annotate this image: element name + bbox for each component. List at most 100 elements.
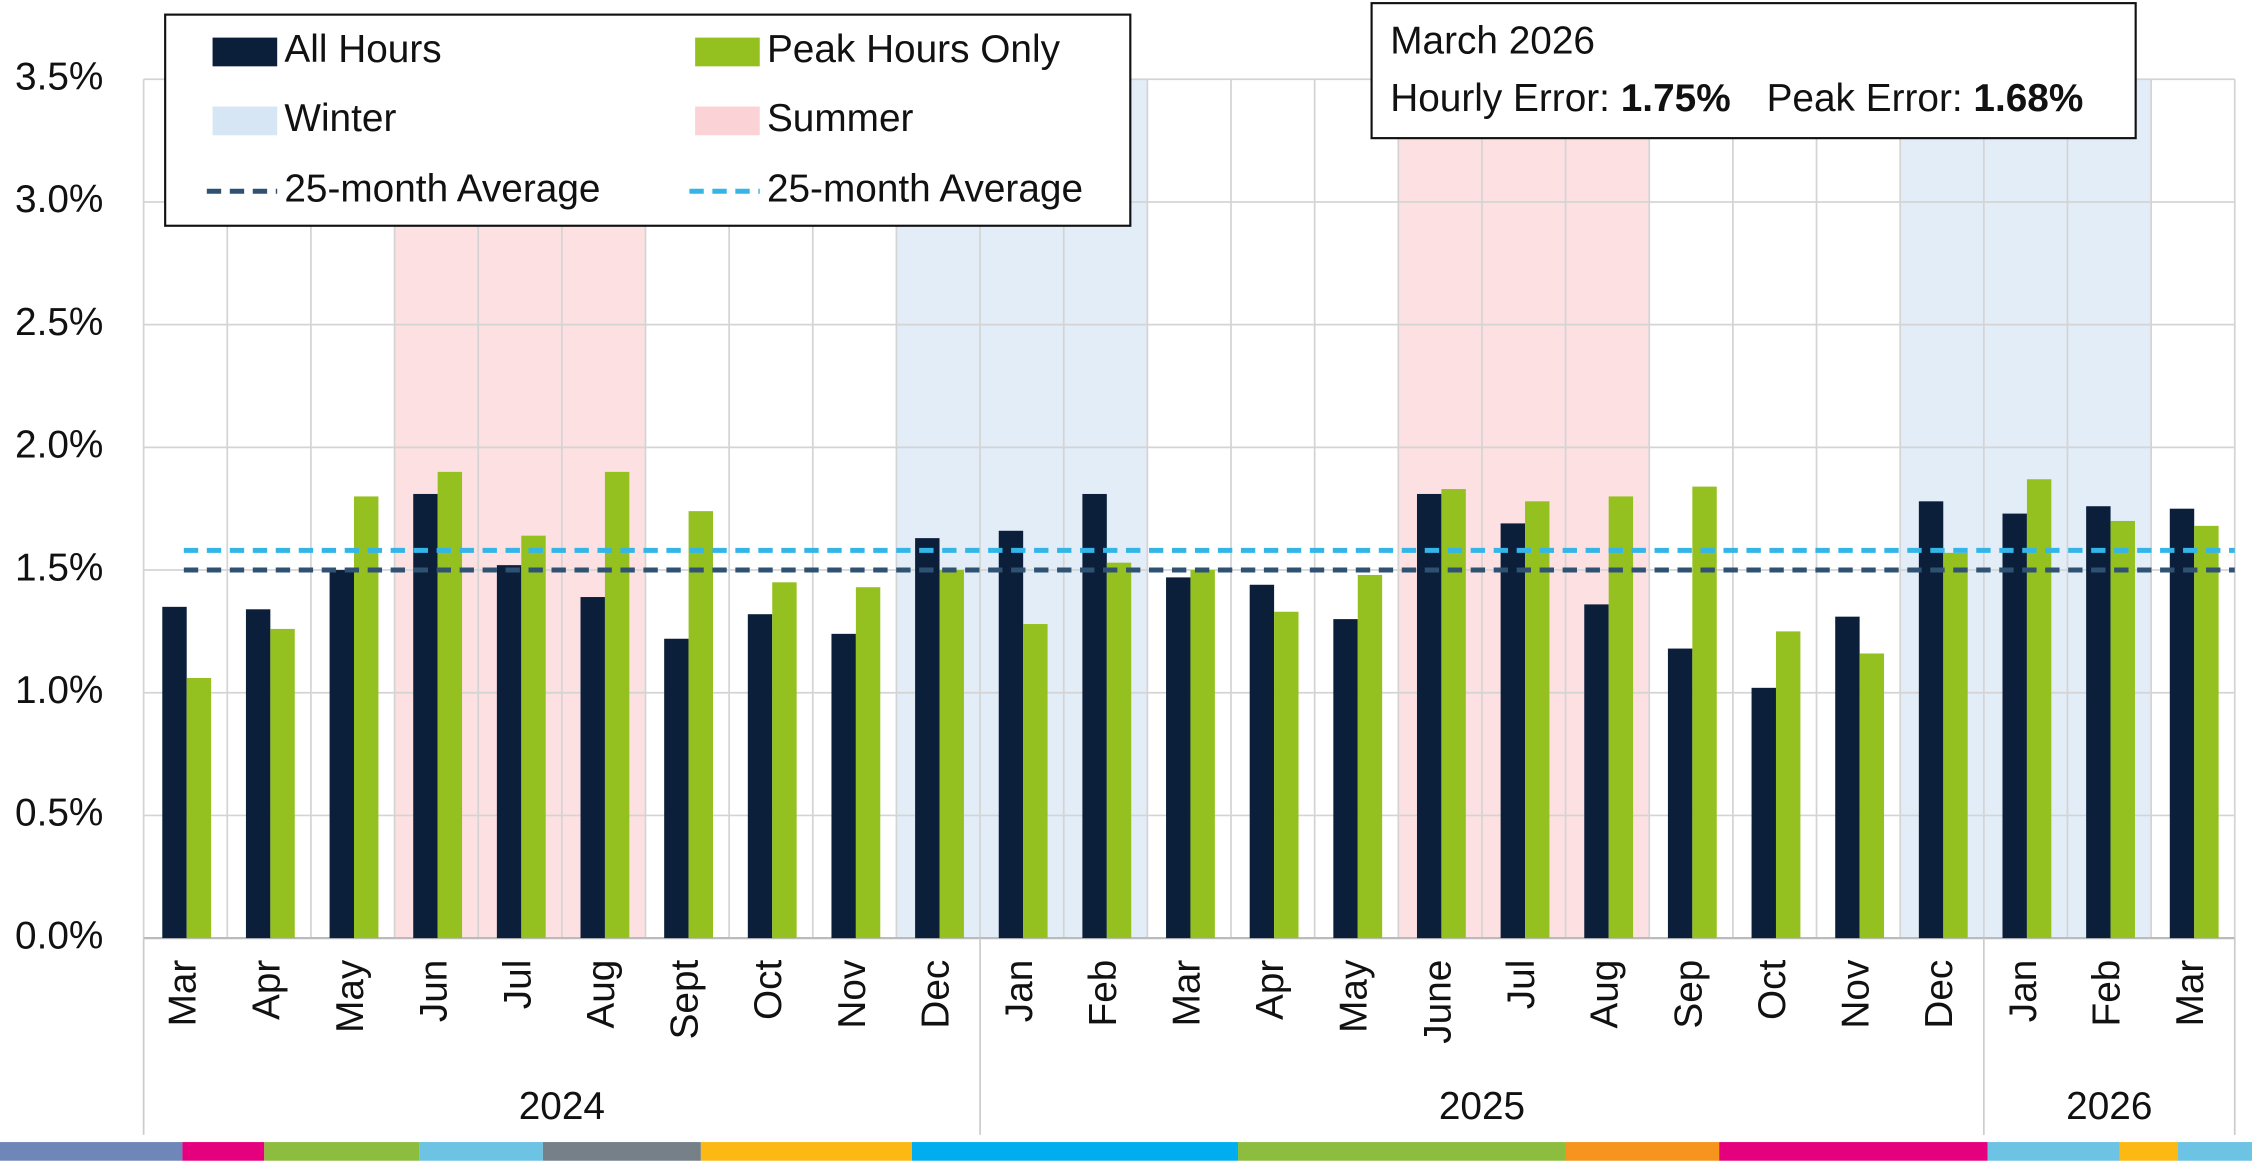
legend-swatch [212, 106, 278, 136]
bar [413, 493, 438, 939]
bar [1751, 687, 1776, 939]
x-tick-label: Apr [1249, 960, 1292, 1020]
y-tick-label: 2.0% [15, 424, 103, 467]
x-tick-label: Jan [998, 960, 1041, 1023]
bar [604, 471, 630, 939]
x-tick-label: Feb [2086, 960, 2129, 1027]
y-tick-label: 3.0% [15, 178, 103, 221]
x-tick-label: Sep [1667, 960, 1710, 1029]
bar [915, 538, 940, 939]
bar [772, 582, 797, 939]
annotation-title: March 2026 [1390, 20, 1595, 63]
annotation-box [1370, 2, 2137, 140]
x-tick-label: Mar [2169, 960, 2212, 1027]
bar [1835, 616, 1860, 939]
y-tick-label: 0.0% [15, 914, 103, 957]
bar [1441, 489, 1466, 939]
plot-foreground: Mar Apr May Jun Jul Aug Sept Oct Nov Dec Jan Feb Mar… [162, 471, 2235, 1044]
annotation: March 2026 Hourly Error: 1.75% Peak Error… [1370, 2, 2137, 140]
bar [245, 609, 271, 939]
bar [1525, 501, 1550, 939]
year-label: 2026 [2066, 1085, 2152, 1128]
strip [1565, 1142, 1720, 1161]
legend-label: 25-month Average [284, 168, 600, 211]
bar [1190, 570, 1215, 939]
bar [998, 530, 1024, 939]
strip [2177, 1142, 2252, 1161]
x-tick-label: Jul [496, 960, 539, 1010]
legend-box [164, 13, 1132, 227]
bar [1775, 631, 1801, 939]
x-tick-label: Sept [664, 959, 707, 1039]
y-tick-label: 1.5% [15, 546, 103, 589]
legend-swatch [695, 106, 760, 136]
bar [1357, 574, 1383, 939]
bar [270, 628, 295, 939]
bar [1249, 584, 1275, 939]
year-label: 2025 [1439, 1085, 1525, 1128]
bar [437, 471, 463, 939]
x-tick-label: Mar [162, 960, 205, 1027]
bar [1918, 501, 1944, 939]
strip [1987, 1142, 2120, 1161]
bar [1500, 523, 1526, 939]
bar [2026, 479, 2052, 939]
color-strip [0, 1142, 2252, 1161]
bar [1667, 648, 1693, 939]
x-tick-label: Apr [245, 960, 288, 1020]
bar [747, 614, 773, 939]
bar [354, 496, 379, 939]
bar [939, 570, 964, 939]
x-tick-label: Dec [1918, 960, 1961, 1029]
x-tick-label: Nov [1835, 959, 1878, 1029]
legend-label: All Hours [284, 28, 441, 71]
strip [264, 1142, 420, 1161]
x-tick-label: Mar [1165, 960, 1208, 1027]
strip [912, 1142, 1239, 1161]
strip [1719, 1142, 1988, 1161]
x-tick-label: Oct [1751, 959, 1794, 1020]
peak-value: 1.68% [1973, 77, 2083, 120]
bar [1082, 493, 1107, 939]
annotation-errors: Hourly Error: 1.75% Peak Error: 1.68% [1390, 77, 2083, 120]
legend-swatch [212, 37, 278, 67]
peak-label: Peak Error: [1767, 77, 1963, 120]
bar [2169, 508, 2195, 939]
bar [186, 678, 212, 939]
legend-label: Winter [284, 97, 396, 140]
year-label: 2024 [519, 1085, 605, 1128]
strip [0, 1142, 183, 1161]
y-tick-label: 2.5% [15, 301, 103, 344]
x-tick-label: Jan [2002, 960, 2045, 1023]
legend: All Hours Peak Hours Only Winter Summer 25-m… [164, 13, 1132, 227]
x-tick-label: Nov [831, 959, 874, 1029]
x-tick-label: Dec [914, 960, 957, 1029]
bar [664, 638, 689, 939]
bar [1608, 496, 1634, 939]
bar [1943, 552, 1968, 939]
bar [2110, 520, 2135, 939]
x-tick-label: Aug [1584, 960, 1627, 1029]
bar [1859, 653, 1885, 939]
x-tick-label: Jun [413, 960, 456, 1023]
strip [542, 1142, 701, 1161]
bar [1106, 562, 1132, 939]
strip [419, 1142, 543, 1161]
x-tick-label: Aug [580, 960, 623, 1029]
x-tick-label: Feb [1082, 960, 1125, 1027]
bar [1692, 486, 1717, 939]
bar [1333, 619, 1358, 939]
legend-label: Summer [767, 97, 914, 140]
bar [329, 570, 355, 939]
x-tick-label: June [1416, 960, 1459, 1044]
strip [2119, 1142, 2178, 1161]
hourly-value: 1.75% [1621, 77, 1731, 120]
y-tick-label: 0.5% [15, 792, 103, 835]
bar [162, 606, 187, 939]
legend-label: 25-month Average [767, 168, 1083, 211]
x-tick-label: May [1333, 959, 1376, 1033]
x-tick-label: Oct [747, 959, 790, 1020]
hourly-label: Hourly Error: [1390, 77, 1610, 120]
bar [855, 587, 881, 939]
